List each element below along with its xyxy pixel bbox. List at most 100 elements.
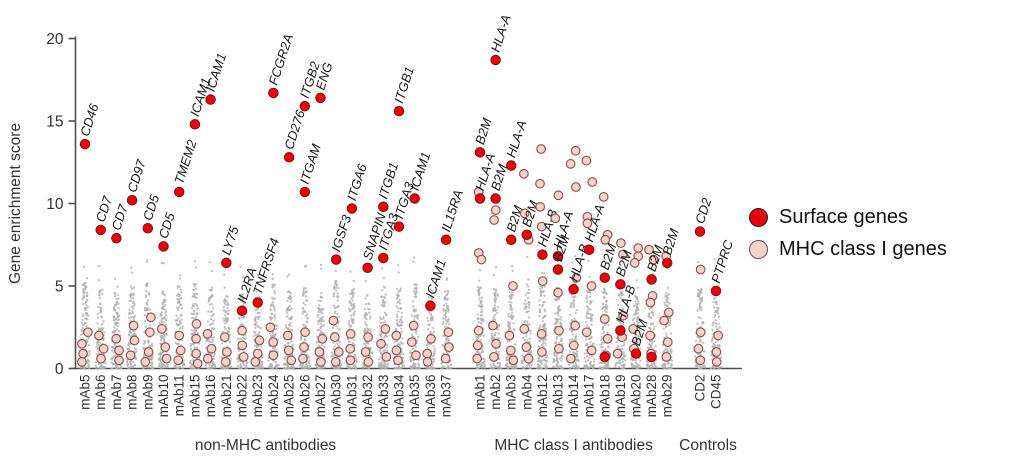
background-point (606, 305, 609, 308)
background-point (617, 365, 621, 369)
background-point (577, 366, 580, 370)
background-point (694, 355, 697, 358)
background-point (381, 299, 385, 302)
background-point (601, 307, 604, 311)
background-point (237, 360, 240, 363)
background-point (382, 295, 386, 299)
background-point (445, 322, 448, 326)
background-point (606, 363, 609, 366)
background-point (128, 299, 131, 303)
background-point (189, 343, 193, 346)
background-point (257, 317, 260, 321)
background-point (670, 364, 673, 367)
background-point (253, 344, 257, 347)
background-point (133, 303, 136, 306)
background-point (556, 320, 559, 323)
background-point (130, 285, 133, 288)
background-point (699, 317, 702, 320)
background-point (426, 366, 429, 369)
background-outlier-point (445, 277, 448, 280)
background-point (584, 366, 588, 369)
background-outlier-point (510, 264, 514, 267)
background-point (352, 338, 355, 341)
mhc-gene-point (508, 281, 518, 291)
background-point (494, 331, 497, 334)
background-point (541, 319, 544, 323)
surface-gene-point (158, 241, 169, 252)
background-point (539, 292, 543, 295)
background-point (383, 365, 386, 368)
background-point (700, 296, 704, 299)
background-point (556, 360, 559, 363)
background-point (557, 341, 561, 345)
background-point (350, 297, 353, 300)
background-point (261, 361, 264, 364)
background-point (225, 299, 228, 302)
background-point (510, 293, 513, 296)
background-outlier-point (380, 267, 383, 270)
background-point (336, 342, 339, 345)
background-point (243, 337, 246, 341)
background-point (213, 363, 217, 366)
background-point (475, 364, 479, 367)
background-point (477, 321, 480, 324)
background-point (475, 338, 478, 341)
background-outlier-point (571, 261, 574, 264)
background-point (654, 344, 657, 348)
background-point (81, 318, 84, 322)
mhc-gene-point (268, 337, 279, 347)
background-point (304, 295, 307, 298)
background-point (553, 354, 556, 357)
background-point (669, 351, 672, 354)
background-point (114, 344, 117, 347)
background-point (177, 342, 180, 345)
mhc-gene-point (618, 310, 629, 321)
background-point (269, 309, 272, 312)
background-point (366, 313, 369, 316)
background-point (320, 343, 324, 347)
background-point (336, 292, 339, 295)
mhc-gene-point (156, 324, 167, 334)
background-point (351, 294, 355, 297)
background-point (305, 362, 308, 365)
x-tick-label: mAb10 (156, 375, 171, 418)
mhc-gene-point (114, 355, 124, 366)
background-point (386, 346, 389, 349)
background-point (335, 367, 338, 370)
background-point (114, 323, 117, 327)
background-point (538, 303, 541, 307)
background-point (440, 362, 443, 365)
background-point (506, 362, 509, 365)
background-point (529, 332, 532, 335)
background-point (289, 292, 292, 295)
background-point (132, 360, 135, 364)
background-point (398, 298, 401, 302)
background-point (117, 318, 121, 321)
surface-gene-point (252, 297, 263, 308)
background-point (399, 366, 402, 370)
background-point (560, 367, 563, 370)
background-point (222, 309, 225, 312)
background-point (350, 290, 354, 293)
background-point (400, 327, 403, 330)
background-point (177, 292, 180, 295)
background-point (164, 323, 168, 326)
background-point (616, 303, 620, 307)
background-point (429, 332, 432, 335)
background-point (363, 313, 366, 316)
x-tick-label: mAb21 (219, 375, 234, 418)
background-point (525, 283, 529, 286)
background-point (664, 303, 667, 307)
background-point (402, 365, 405, 369)
background-point (272, 298, 275, 301)
background-outlier-point (98, 279, 101, 282)
background-point (102, 339, 105, 342)
background-point (585, 316, 589, 320)
background-point (554, 312, 557, 315)
background-point (716, 344, 719, 347)
background-point (514, 367, 518, 370)
background-point (84, 306, 87, 310)
background-outlier-point (364, 280, 367, 283)
background-point (101, 322, 104, 325)
x-tick-label: mAb31 (344, 375, 359, 418)
